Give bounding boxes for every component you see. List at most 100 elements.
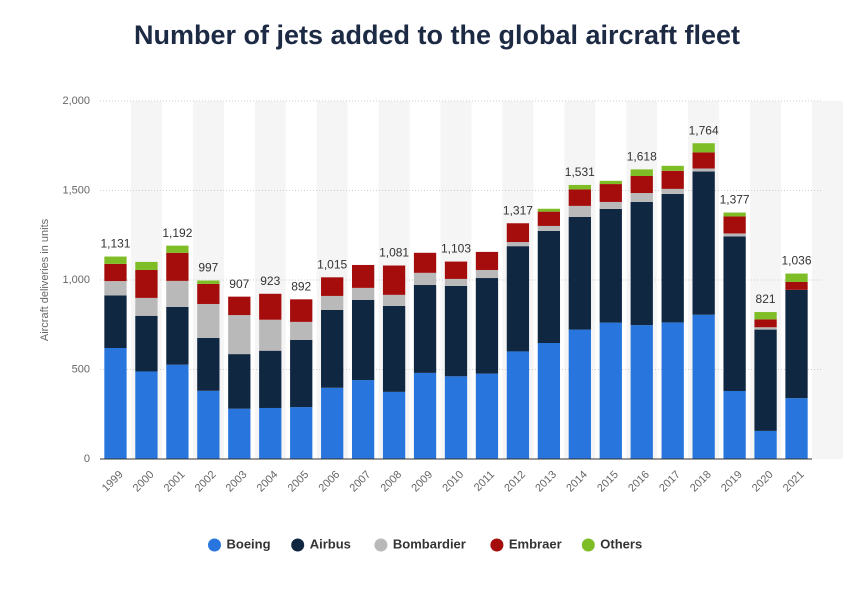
bar-segment [661, 170, 684, 189]
x-tick-label: 2001 [162, 469, 188, 495]
bar-segment [104, 263, 127, 282]
bar-segment [321, 309, 344, 388]
bar-segment [197, 283, 220, 304]
bar-segment [413, 372, 437, 459]
x-tick-label: 2019 [719, 469, 745, 495]
x-tick-label: 2013 [533, 469, 559, 495]
x-tick-label: 2009 [409, 469, 435, 495]
bar-segment [228, 354, 251, 409]
bar-segment [351, 264, 375, 288]
bar-segment [754, 327, 777, 330]
x-tick-label: 2015 [595, 469, 621, 495]
bar-segment [723, 390, 746, 459]
y-tick-label: 1,500 [62, 184, 90, 196]
bar-segment [382, 391, 406, 459]
total-label: 1,317 [503, 203, 533, 217]
bar-segment [413, 252, 437, 273]
bar-segment [537, 230, 561, 344]
bar-segment [475, 373, 499, 459]
bar-segment [351, 380, 375, 459]
bar-segment [259, 407, 282, 459]
total-label: 1,036 [782, 254, 812, 268]
legend-marker [374, 538, 388, 552]
band-shade [812, 101, 843, 459]
legend-label: Others [600, 536, 642, 551]
total-label: 923 [260, 274, 280, 288]
bar-segment [444, 261, 468, 279]
total-label: 1,103 [441, 242, 471, 256]
bar-segment [630, 193, 653, 202]
bar-segment [321, 277, 344, 296]
x-tick-label: 2003 [224, 469, 250, 495]
bar-segment [135, 371, 158, 459]
bar-segment [692, 152, 715, 169]
total-label: 907 [229, 277, 249, 291]
y-tick-label: 2,000 [62, 95, 90, 107]
bar-segment [104, 281, 127, 296]
x-tick-label: 2005 [286, 469, 312, 495]
bar-segment [228, 315, 251, 355]
bar-segment [444, 285, 468, 377]
bar-segment [475, 269, 499, 279]
bar-segment [321, 387, 344, 459]
total-label: 1,081 [379, 246, 409, 260]
bar-segment [351, 287, 375, 300]
bar-segment [197, 280, 220, 284]
bar-segment [135, 269, 158, 298]
bar-segment [661, 188, 684, 194]
legend-label: Bombardier [393, 536, 466, 551]
x-tick-label: 2020 [750, 469, 776, 495]
bar-segment [537, 225, 561, 231]
bar-segment [754, 430, 777, 459]
bar-segment [723, 233, 746, 237]
bar-segment [661, 322, 684, 459]
total-label: 821 [756, 292, 776, 306]
x-tick-label: 2016 [626, 469, 652, 495]
bar-segment [630, 169, 653, 177]
x-tick-label: 2004 [255, 469, 281, 495]
bar-segment [382, 294, 406, 306]
total-label: 1,618 [627, 150, 657, 164]
bar-segment [537, 211, 561, 226]
bar-segment [197, 303, 220, 338]
bar-segment [197, 337, 220, 391]
bar-segment [754, 329, 777, 431]
bar-segment [475, 251, 499, 270]
bar-segment [692, 171, 715, 315]
bar-segment [475, 278, 499, 374]
bar-segment [228, 296, 251, 316]
bar-segment [785, 273, 808, 282]
bar-segment [568, 329, 591, 459]
bar-segment [630, 201, 653, 326]
bar-segment [104, 295, 127, 349]
chart-title: Number of jets added to the global aircr… [134, 20, 740, 50]
x-tick-label: 2017 [657, 469, 683, 495]
total-label: 997 [198, 261, 218, 275]
bar-segment [506, 246, 530, 352]
bar-segment [568, 184, 591, 190]
bar-segment [290, 321, 313, 340]
x-tick-label: 2011 [472, 469, 497, 494]
bar-segment [135, 261, 158, 270]
bar-segment [290, 299, 313, 322]
bar-segment [568, 205, 591, 217]
legend-marker [581, 538, 595, 552]
x-tick-label: 2006 [317, 469, 343, 495]
x-tick-label: 2012 [502, 469, 528, 495]
bar-segment [754, 319, 777, 328]
bar-segment [599, 322, 622, 459]
x-tick-label: 2018 [688, 469, 714, 495]
bar-segment [506, 351, 530, 459]
y-tick-label: 500 [72, 363, 90, 375]
bar-segment [630, 325, 653, 459]
bar-segment [661, 165, 684, 171]
bar-segment [166, 280, 189, 307]
bar-segment [692, 143, 715, 153]
legend-marker [208, 538, 221, 552]
bar-segment [630, 176, 653, 194]
bar-segment [599, 184, 622, 202]
total-label: 1,131 [100, 237, 130, 251]
x-tick-label: 2000 [131, 469, 157, 495]
bar-segment [104, 348, 127, 459]
bar-segment [290, 407, 313, 459]
